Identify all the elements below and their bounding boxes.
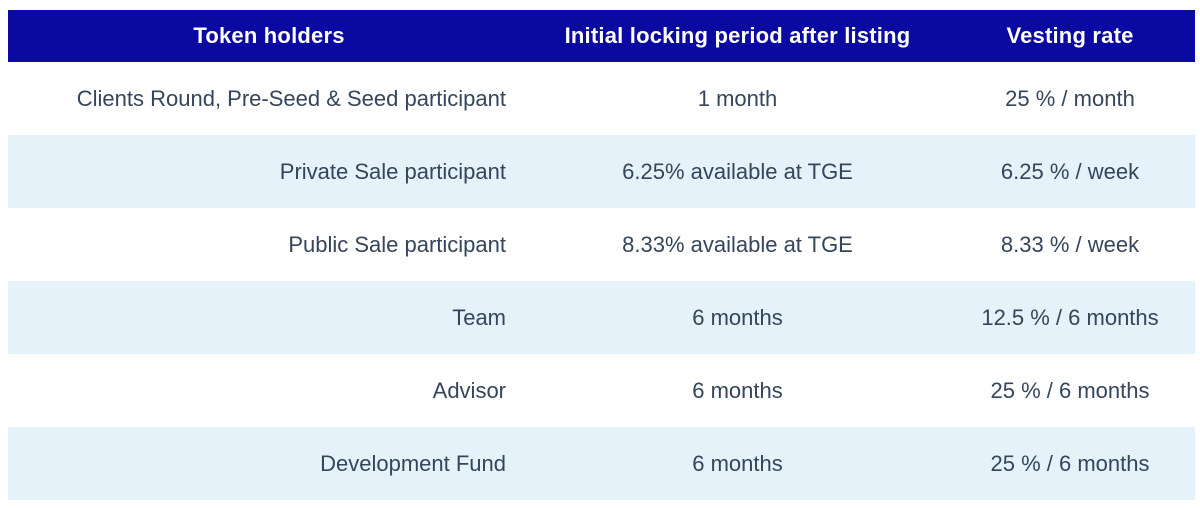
- cell-holder: Development Fund: [320, 450, 506, 476]
- column-header-initial-locking-period: Initial locking period after listing: [530, 10, 945, 62]
- cell-vesting-rate: 12.5 % / 6 months: [981, 304, 1159, 330]
- column-header-token-holders: Token holders: [8, 10, 530, 62]
- cell-holder: Private Sale participant: [279, 158, 506, 184]
- table-row: Team 6 months 12.5 % / 6 months: [8, 281, 1195, 354]
- table-row: Advisor 6 months 25 % / 6 months: [8, 354, 1195, 427]
- table-row: Clients Round, Pre-Seed & Seed participa…: [8, 62, 1195, 135]
- table-row: Development Fund 6 months 25 % / 6 month…: [8, 427, 1195, 500]
- cell-vesting-rate: 25 % / 6 months: [990, 450, 1150, 476]
- cell-vesting-rate: 25 % / month: [1005, 85, 1135, 111]
- cell-locking-period: 1 month: [697, 85, 778, 111]
- header-row: Token holders Initial locking period aft…: [8, 10, 1195, 62]
- cell-vesting-rate: 6.25 % / week: [1000, 158, 1140, 184]
- vesting-table: Token holders Initial locking period aft…: [8, 10, 1195, 500]
- cell-locking-period: 6 months: [692, 377, 783, 403]
- vesting-table-container: Token holders Initial locking period aft…: [8, 10, 1195, 500]
- cell-holder: Public Sale participant: [288, 231, 506, 257]
- cell-holder: Clients Round, Pre-Seed & Seed participa…: [76, 85, 506, 111]
- cell-holder: Advisor: [432, 377, 506, 403]
- cell-holder: Team: [452, 304, 506, 330]
- table-row: Public Sale participant 8.33% available …: [8, 208, 1195, 281]
- cell-locking-period: 8.33% available at TGE: [622, 231, 853, 257]
- table-row: Private Sale participant 6.25% available…: [8, 135, 1195, 208]
- cell-vesting-rate: 25 % / 6 months: [990, 377, 1150, 403]
- cell-locking-period: 6 months: [692, 304, 783, 330]
- cell-vesting-rate: 8.33 % / week: [1000, 231, 1140, 257]
- column-header-vesting-rate: Vesting rate: [945, 10, 1195, 62]
- cell-locking-period: 6 months: [692, 450, 783, 476]
- cell-locking-period: 6.25% available at TGE: [622, 158, 853, 184]
